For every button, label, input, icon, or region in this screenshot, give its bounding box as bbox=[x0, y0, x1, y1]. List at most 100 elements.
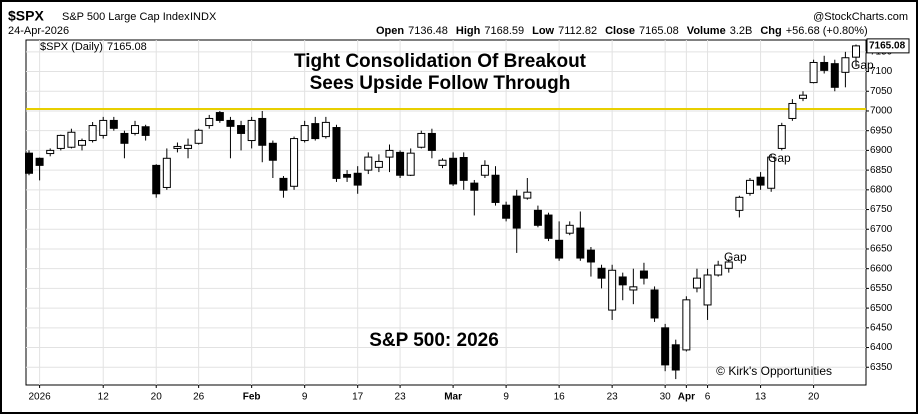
candle-body bbox=[777, 125, 786, 149]
x-tick-label: 6 bbox=[705, 392, 711, 403]
candle-body bbox=[523, 191, 532, 199]
candle-body bbox=[480, 164, 489, 176]
subtitle: S&P 500: 2026 bbox=[369, 330, 499, 351]
y-tick-label: 6650 bbox=[870, 244, 893, 255]
candle-body bbox=[56, 134, 65, 149]
candle-body bbox=[544, 214, 553, 239]
x-tick-label: 2026 bbox=[28, 392, 51, 403]
x-tick-label: 30 bbox=[660, 392, 672, 403]
candle-body bbox=[247, 119, 256, 142]
candle-body bbox=[438, 159, 447, 166]
candle-body bbox=[576, 227, 585, 259]
candle-body bbox=[279, 177, 288, 191]
candle-body bbox=[290, 138, 299, 187]
y-tick-label: 6500 bbox=[870, 303, 893, 314]
x-tick-label: 9 bbox=[302, 392, 308, 403]
candle-body bbox=[78, 140, 87, 146]
stat-label: Low bbox=[532, 25, 554, 37]
candle-body bbox=[343, 173, 352, 178]
y-tick-label: 6400 bbox=[870, 342, 893, 353]
candle-body bbox=[67, 131, 76, 148]
exchange: INDX bbox=[190, 11, 217, 23]
stat-label: Volume bbox=[687, 25, 726, 37]
candle-body bbox=[756, 176, 765, 186]
candle-body bbox=[714, 264, 723, 276]
candle-body bbox=[459, 156, 468, 181]
candle-body bbox=[226, 119, 235, 127]
candle-body bbox=[152, 164, 161, 195]
candle-body bbox=[46, 149, 55, 155]
x-tick-label: Feb bbox=[243, 392, 261, 403]
y-tick-label: 6700 bbox=[870, 224, 893, 235]
candle-body bbox=[608, 269, 617, 311]
y-tick-label: 6800 bbox=[870, 184, 893, 195]
x-tick-label: 23 bbox=[395, 392, 407, 403]
price-box bbox=[866, 38, 910, 54]
candle-body bbox=[502, 204, 511, 219]
stat-value: 7136.48 bbox=[408, 25, 448, 37]
candle-body bbox=[809, 61, 818, 84]
candle-body bbox=[449, 157, 458, 185]
y-tick-label: 6950 bbox=[870, 125, 893, 136]
candle-body bbox=[491, 174, 500, 203]
title-line: Sees Upside Follow Through bbox=[310, 73, 571, 94]
candle-body bbox=[99, 119, 108, 136]
stat-label: High bbox=[456, 25, 481, 37]
candle-body bbox=[724, 261, 733, 269]
candle-body bbox=[703, 274, 712, 306]
candle-body bbox=[650, 289, 659, 319]
x-tick-label: 20 bbox=[151, 392, 163, 403]
x-tick-label: 12 bbox=[98, 392, 110, 403]
stat-value: 7168.59 bbox=[484, 25, 524, 37]
x-tick-label: 17 bbox=[352, 392, 364, 403]
candle-body bbox=[788, 102, 797, 119]
candle-body bbox=[364, 156, 373, 171]
x-tick-label: 20 bbox=[808, 392, 820, 403]
stat-value: 3.2B bbox=[730, 25, 753, 37]
index-name: S&P 500 Large Cap Index bbox=[62, 11, 190, 23]
legend-label: $SPX (Daily) bbox=[40, 41, 103, 53]
candle-body bbox=[194, 129, 203, 144]
candle-body bbox=[173, 145, 182, 149]
candle-body bbox=[162, 157, 171, 188]
candle-body bbox=[661, 327, 670, 366]
candle-body bbox=[385, 149, 394, 158]
y-tick-label: 7050 bbox=[870, 86, 893, 97]
candle-body bbox=[830, 63, 839, 88]
date: 24-Apr-2026 bbox=[8, 25, 69, 37]
candle-body bbox=[820, 61, 829, 71]
candle-body bbox=[852, 45, 860, 58]
candle-body bbox=[639, 270, 648, 279]
candle-body bbox=[841, 57, 850, 73]
candle-body bbox=[25, 152, 33, 174]
y-tick-label: 6900 bbox=[870, 145, 893, 156]
stat-label: Chg bbox=[760, 25, 781, 37]
x-tick-label: 26 bbox=[193, 392, 205, 403]
candle-body bbox=[141, 126, 150, 136]
candle-body bbox=[682, 299, 691, 351]
x-tick-label: 9 bbox=[503, 392, 509, 403]
candle-body bbox=[374, 160, 383, 168]
candle-body bbox=[745, 179, 754, 194]
y-tick-label: 7100 bbox=[870, 66, 893, 77]
candle-body bbox=[353, 172, 362, 186]
candle-body bbox=[586, 249, 595, 263]
source: @StockCharts.com bbox=[813, 11, 908, 23]
candle-body bbox=[258, 117, 267, 146]
y-tick-label: 6450 bbox=[870, 322, 893, 333]
x-tick-label: Mar bbox=[444, 392, 462, 403]
candle-body bbox=[533, 209, 542, 226]
candle-body bbox=[555, 239, 564, 259]
candle-body bbox=[470, 182, 479, 191]
stat-value: 7112.82 bbox=[558, 25, 597, 37]
candle-body bbox=[35, 157, 44, 166]
symbol: $SPX bbox=[8, 8, 44, 24]
candle-body bbox=[565, 224, 574, 234]
legend-value: 7165.08 bbox=[107, 41, 147, 53]
y-tick-label: 6850 bbox=[870, 165, 893, 176]
x-tick-label: 13 bbox=[755, 392, 767, 403]
candle-body bbox=[396, 151, 405, 176]
candle-body bbox=[735, 196, 744, 211]
candle-body bbox=[798, 94, 807, 99]
